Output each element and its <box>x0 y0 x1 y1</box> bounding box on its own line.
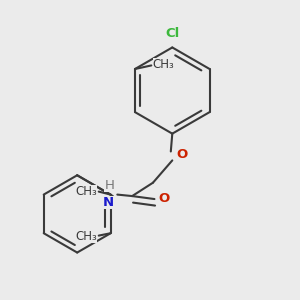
Text: H: H <box>104 178 114 192</box>
Text: O: O <box>158 192 169 205</box>
Text: N: N <box>103 196 114 209</box>
Text: CH₃: CH₃ <box>76 184 97 197</box>
Text: Cl: Cl <box>165 27 179 40</box>
Text: CH₃: CH₃ <box>153 58 175 71</box>
Text: O: O <box>176 148 188 161</box>
Text: CH₃: CH₃ <box>76 230 97 243</box>
